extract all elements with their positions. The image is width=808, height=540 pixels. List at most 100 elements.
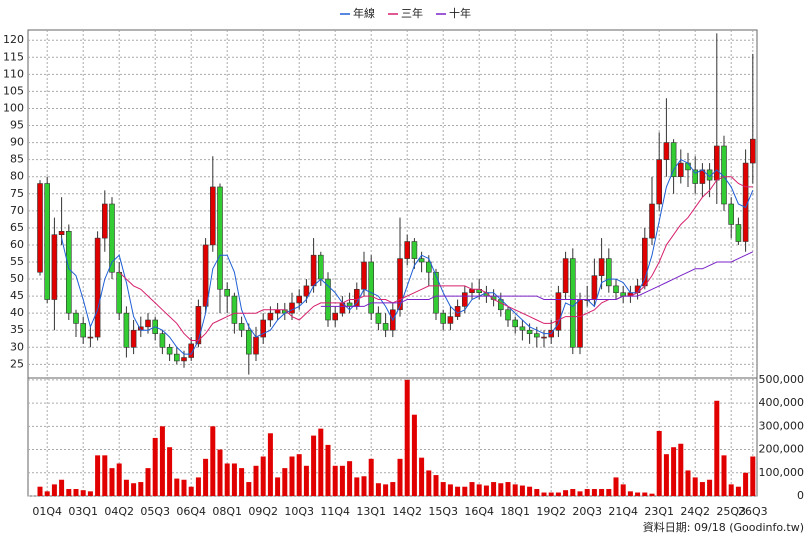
volume-bar — [548, 492, 554, 496]
candle-body — [447, 316, 454, 324]
y-tick-label: 70 — [10, 204, 24, 217]
volume-bar — [87, 491, 93, 496]
candle-body — [102, 203, 108, 239]
candle-body — [440, 312, 447, 324]
y-tick-label: 80 — [10, 170, 24, 183]
volume-bar — [642, 492, 648, 496]
volume-bar — [267, 433, 273, 496]
volume-bar — [311, 435, 317, 496]
candle-body — [469, 288, 475, 294]
y2-tick-label: 500,000 — [759, 373, 805, 386]
candle-body — [461, 292, 468, 307]
volume-bar — [692, 477, 698, 496]
volume-bar — [743, 472, 749, 496]
volume-bar — [635, 492, 641, 496]
x-tick-label: 09Q2 — [248, 505, 278, 518]
volume-bar — [620, 484, 626, 496]
volume-bar — [318, 428, 324, 496]
volume-bar — [584, 489, 590, 496]
volume-bar — [591, 489, 597, 496]
volume-bar — [498, 483, 504, 496]
candle-body — [613, 285, 619, 294]
volume-bar — [260, 456, 266, 496]
y-tick-label: 45 — [10, 289, 24, 302]
candle-body — [555, 292, 562, 331]
volume-bar — [66, 489, 72, 496]
y-tick-label: 35 — [10, 323, 24, 336]
y-tick-label: 60 — [10, 238, 24, 251]
candle-body — [188, 343, 194, 358]
candle-body — [44, 183, 51, 300]
volume-bar — [447, 484, 453, 496]
volume-bar — [750, 456, 756, 496]
x-tick-label: 25Q3 — [716, 505, 746, 518]
volume-bar — [80, 490, 86, 496]
volume-bar — [419, 457, 425, 496]
candle-body — [425, 261, 432, 273]
candle-body — [735, 224, 742, 242]
candle-body — [317, 254, 324, 280]
candle-body — [562, 258, 569, 294]
volume-bar — [541, 492, 547, 496]
volume-bar — [685, 470, 691, 496]
volume-bar — [339, 465, 345, 496]
candle-body — [663, 142, 670, 160]
volume-bar — [627, 491, 633, 496]
x-tick-label: 04Q2 — [104, 505, 134, 518]
volume-bar — [519, 485, 525, 496]
volume-bar — [44, 491, 50, 496]
candle-body — [159, 333, 166, 348]
y2-tick-label: 100,000 — [759, 466, 805, 479]
legend-label: 十年 — [449, 6, 471, 20]
volume-bar — [613, 477, 619, 496]
volume-bar — [570, 489, 576, 496]
volume-bar — [95, 455, 101, 496]
volume-bar — [469, 482, 475, 496]
x-tick-label: 01Q4 — [32, 505, 62, 518]
volume-bar — [462, 486, 468, 496]
volume-bar — [354, 477, 360, 496]
candle-body — [195, 306, 202, 345]
y-tick-label: 75 — [10, 187, 24, 200]
y-tick-label: 100 — [3, 101, 24, 114]
volume-bar — [231, 463, 237, 496]
ma-line — [320, 251, 754, 307]
candle-body — [51, 234, 58, 300]
candle-body — [541, 336, 547, 339]
volume-bar — [728, 484, 734, 496]
candle-body — [224, 288, 230, 297]
volume-bar — [159, 426, 165, 496]
volume-bar — [325, 444, 331, 496]
x-tick-label: 14Q2 — [392, 505, 422, 518]
candle-body — [289, 302, 295, 314]
volume-bar — [332, 465, 338, 496]
volume-bar — [116, 463, 122, 496]
x-tick-label: 11Q4 — [320, 505, 350, 518]
volume-bar — [145, 468, 151, 496]
volume-bar — [577, 491, 583, 496]
candle-body — [181, 357, 187, 362]
volume-bar — [253, 465, 259, 496]
x-tick-label: 10Q3 — [284, 505, 314, 518]
y-tick-label: 55 — [10, 255, 24, 268]
volume-bar — [656, 430, 662, 496]
candle-body — [533, 333, 540, 338]
volume-bar — [102, 455, 108, 496]
y2-tick-label: 200,000 — [759, 443, 805, 456]
volume-bar — [426, 470, 432, 496]
volume-bar — [131, 483, 137, 496]
volume-bar — [483, 485, 489, 496]
candle-body — [418, 258, 425, 263]
volume-bar — [37, 486, 43, 496]
volume-bar — [397, 458, 403, 496]
candle-body — [80, 323, 86, 338]
candle-body — [713, 145, 720, 181]
volume-bar — [109, 468, 115, 496]
y-tick-label: 40 — [10, 306, 24, 319]
y-tick-label: 115 — [3, 50, 24, 63]
volume-bar — [606, 489, 612, 496]
volume-bar — [663, 454, 669, 496]
volume-bar — [51, 484, 57, 496]
volume-bar — [289, 456, 295, 496]
